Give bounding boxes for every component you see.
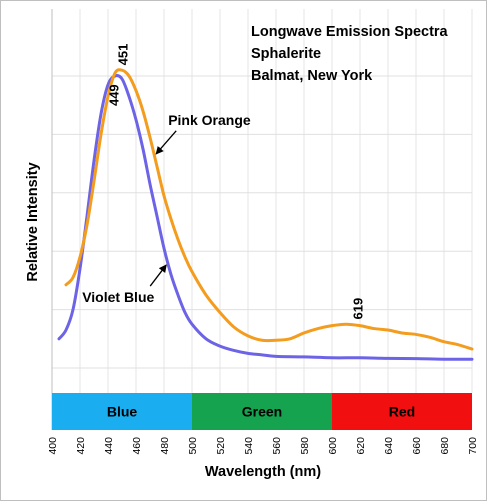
- series-line-violet-blue: [57, 74, 474, 361]
- chart-title-line-3: Balmat, New York: [251, 68, 373, 84]
- color-bands: Blue Green Red: [52, 393, 472, 430]
- band-red: [332, 393, 472, 430]
- x-tick-label: 660: [411, 437, 423, 455]
- annotation-label-violet-blue: Violet Blue: [82, 289, 154, 305]
- annotation-arrow: [155, 130, 177, 155]
- x-tick-label: 520: [215, 437, 227, 455]
- band-label-red: Red: [389, 404, 415, 420]
- x-tick-label: 400: [47, 437, 59, 455]
- x-tick-label: 480: [159, 437, 171, 455]
- peak-label-619: 619: [351, 298, 366, 320]
- x-tick-label: 540: [243, 437, 255, 455]
- band-blue: [52, 393, 192, 430]
- annotation-label-pink-orange: Pink Orange: [168, 112, 251, 128]
- x-tick-label: 600: [327, 437, 339, 455]
- band-label-blue: Blue: [107, 404, 138, 420]
- x-tick-label: 640: [383, 437, 395, 455]
- x-tick-label: 620: [355, 437, 367, 455]
- x-axis-title: Wavelength (nm): [205, 464, 321, 480]
- band-green: [192, 393, 332, 430]
- series: [57, 68, 474, 361]
- chart-title-line-2: Sphalerite: [251, 46, 321, 62]
- labels: 451 449 619 Pink Orange Violet Blue: [82, 44, 365, 320]
- x-tick-label: 580: [299, 437, 311, 455]
- chart-title-line-1: Longwave Emission Spectra: [251, 24, 449, 40]
- x-tick-label: 700: [467, 437, 479, 455]
- x-tick-label: 460: [131, 437, 143, 455]
- x-tick-label: 440: [103, 437, 115, 455]
- peak-label-451: 451: [115, 44, 130, 66]
- peak-label-449: 449: [107, 84, 122, 106]
- x-tick-label: 500: [187, 437, 199, 455]
- annotation-arrow: [149, 264, 167, 287]
- band-label-green: Green: [242, 404, 282, 420]
- series-line-pink-orange: [64, 68, 474, 351]
- x-tick-label: 420: [75, 437, 87, 455]
- y-axis-title: Relative Intensity: [25, 162, 41, 281]
- x-tick-label: 680: [439, 437, 451, 455]
- x-tick-label: 560: [271, 437, 283, 455]
